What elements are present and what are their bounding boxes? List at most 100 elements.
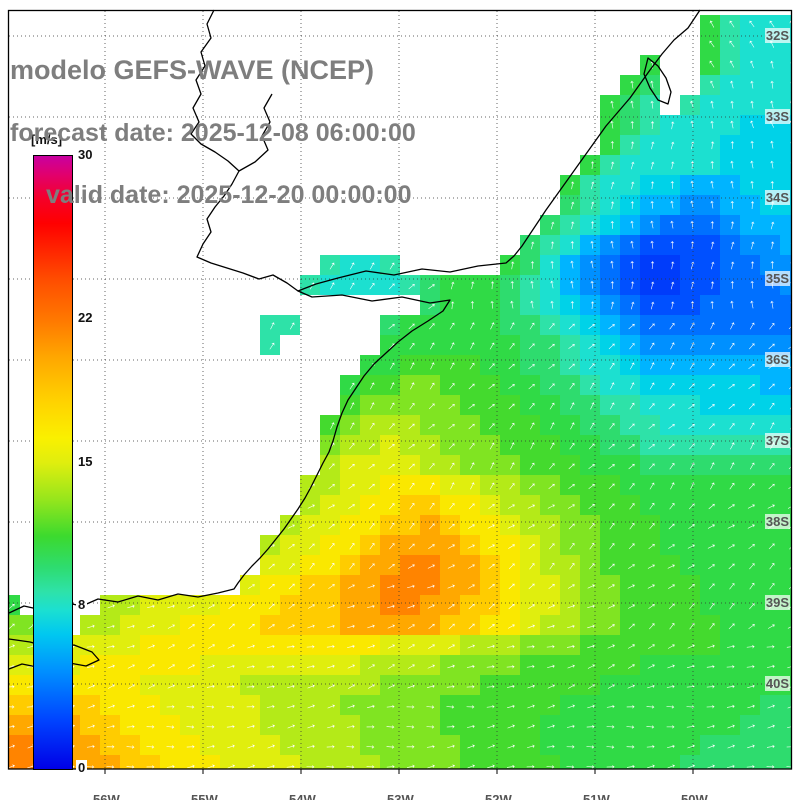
wind-cell: → bbox=[500, 475, 520, 495]
wind-direction-arrow-icon: → bbox=[399, 394, 420, 415]
wind-direction-arrow-icon: → bbox=[621, 277, 638, 293]
wind-cell: → bbox=[780, 755, 792, 769]
wind-cell: → bbox=[440, 355, 460, 375]
longitude-label: 55W bbox=[191, 792, 218, 800]
wind-cell: → bbox=[540, 235, 560, 255]
wind-cell: → bbox=[500, 695, 520, 715]
wind-direction-arrow-icon: → bbox=[399, 454, 420, 475]
wind-cell: → bbox=[640, 255, 660, 275]
wind-cell: → bbox=[620, 115, 640, 135]
wind-direction-arrow-icon: → bbox=[521, 715, 539, 734]
wind-cell: → bbox=[700, 15, 720, 35]
longitude-label: 52W bbox=[485, 792, 512, 800]
wind-cell: → bbox=[540, 415, 560, 435]
wind-cell: → bbox=[320, 535, 340, 555]
wind-cell: → bbox=[300, 555, 320, 575]
wind-cell: → bbox=[640, 315, 660, 335]
wind-direction-arrow-icon: → bbox=[582, 736, 598, 753]
wind-cell: → bbox=[740, 535, 760, 555]
wind-direction-arrow-icon: → bbox=[220, 634, 239, 655]
wind-cell: → bbox=[740, 155, 760, 175]
wind-cell: → bbox=[740, 435, 760, 455]
wind-cell: → bbox=[700, 755, 720, 769]
wind-direction-arrow-icon: → bbox=[620, 176, 639, 193]
wind-cell: → bbox=[240, 735, 260, 755]
wind-cell: → bbox=[260, 635, 280, 655]
wind-direction-arrow-icon: → bbox=[660, 117, 679, 133]
wind-cell: → bbox=[660, 715, 680, 735]
wind-cell: → bbox=[400, 335, 420, 355]
wind-cell: → bbox=[600, 295, 620, 315]
wind-cell: → bbox=[320, 695, 340, 715]
wind-direction-arrow-icon: → bbox=[322, 756, 338, 769]
wind-direction-arrow-icon: → bbox=[722, 696, 738, 714]
wind-cell: → bbox=[80, 675, 100, 695]
wind-direction-arrow-icon: → bbox=[462, 676, 477, 693]
wind-cell: → bbox=[8, 715, 20, 735]
wind-cell: → bbox=[320, 595, 340, 615]
wind-cell: → bbox=[120, 715, 140, 735]
wind-cell: → bbox=[520, 455, 540, 475]
wind-cell: → bbox=[720, 135, 740, 155]
wind-direction-arrow-icon: → bbox=[740, 157, 759, 174]
wind-cell: → bbox=[760, 755, 780, 769]
wind-cell: → bbox=[560, 375, 580, 395]
wind-cell: → bbox=[660, 535, 680, 555]
wind-direction-arrow-icon: → bbox=[122, 736, 138, 753]
wind-cell: → bbox=[600, 155, 620, 175]
wind-cell: → bbox=[560, 475, 580, 495]
wind-direction-arrow-icon: → bbox=[402, 716, 418, 733]
wind-cell: → bbox=[500, 355, 520, 375]
wind-direction-arrow-icon: → bbox=[721, 97, 738, 113]
wind-direction-arrow-icon: → bbox=[241, 715, 258, 734]
wind-direction-arrow-icon: → bbox=[163, 736, 177, 753]
wind-cell: → bbox=[340, 495, 360, 515]
wind-cell: → bbox=[460, 415, 480, 435]
wind-cell: → bbox=[440, 595, 460, 615]
wind-cell: → bbox=[640, 335, 660, 355]
wind-cell: → bbox=[380, 695, 400, 715]
wind-direction-arrow-icon: → bbox=[362, 736, 378, 753]
wind-cell: → bbox=[8, 655, 20, 675]
wind-direction-arrow-icon: → bbox=[162, 716, 178, 733]
wind-direction-arrow-icon: → bbox=[781, 57, 792, 73]
wind-direction-arrow-icon: → bbox=[699, 414, 720, 435]
wind-direction-arrow-icon: → bbox=[680, 635, 699, 655]
wind-cell: → bbox=[340, 555, 360, 575]
wind-cell: → bbox=[720, 215, 740, 235]
wind-cell: → bbox=[580, 255, 600, 275]
wind-direction-arrow-icon: → bbox=[659, 494, 680, 515]
wind-direction-arrow-icon: → bbox=[640, 77, 659, 94]
wind-cell: → bbox=[440, 715, 460, 735]
wind-direction-arrow-icon: → bbox=[422, 736, 438, 753]
wind-direction-arrow-icon: → bbox=[440, 414, 460, 435]
wind-cell: → bbox=[360, 375, 380, 395]
wind-cell: → bbox=[640, 575, 660, 595]
wind-direction-arrow-icon: → bbox=[701, 197, 718, 213]
wind-cell: → bbox=[480, 615, 500, 635]
wind-direction-arrow-icon: → bbox=[599, 515, 620, 535]
wind-direction-arrow-icon: → bbox=[82, 636, 98, 653]
wind-cell: → bbox=[420, 575, 440, 595]
wind-direction-arrow-icon: → bbox=[540, 514, 560, 535]
wind-direction-arrow-icon: → bbox=[700, 735, 719, 754]
wind-cell: → bbox=[480, 295, 500, 315]
wind-direction-arrow-icon: → bbox=[500, 297, 519, 313]
wind-direction-arrow-icon: → bbox=[701, 635, 719, 654]
wind-cell: → bbox=[640, 295, 660, 315]
wind-cell: → bbox=[640, 355, 660, 375]
wind-cell: → bbox=[700, 655, 720, 675]
wind-cell: → bbox=[520, 715, 540, 735]
wind-direction-arrow-icon: → bbox=[279, 315, 300, 335]
wind-direction-arrow-icon: → bbox=[641, 57, 658, 73]
wind-cell: → bbox=[700, 675, 720, 695]
wind-direction-arrow-icon: → bbox=[462, 655, 478, 674]
wind-direction-arrow-icon: → bbox=[439, 374, 460, 395]
wind-direction-arrow-icon: → bbox=[781, 297, 792, 313]
wind-direction-arrow-icon: → bbox=[502, 675, 518, 694]
wind-direction-arrow-icon: → bbox=[581, 297, 598, 313]
wind-cell: → bbox=[680, 95, 700, 115]
wind-cell: → bbox=[640, 235, 660, 255]
wind-direction-arrow-icon: → bbox=[641, 675, 659, 694]
wind-cell: → bbox=[560, 295, 580, 315]
